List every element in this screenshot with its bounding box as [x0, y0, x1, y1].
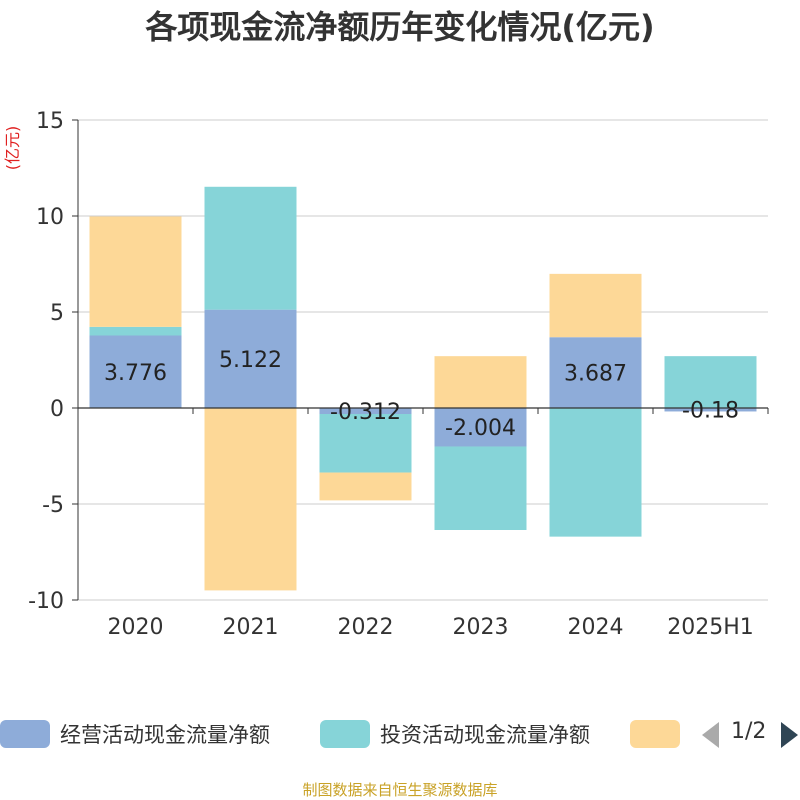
- y-tick-label: -5: [42, 493, 64, 518]
- bar-2-2025H1: [664, 356, 757, 408]
- x-tick-label: 2022: [338, 615, 394, 640]
- legend-swatch-third-series: [630, 720, 680, 748]
- x-tick-label: 2025H1: [667, 615, 754, 640]
- legend-swatch-operating: [0, 720, 50, 748]
- bar-1-2020: [89, 335, 182, 408]
- data-label-2021: 5.122: [219, 348, 282, 373]
- legend-swatch-investing: [320, 720, 370, 748]
- bar-3-2022: [319, 472, 412, 501]
- bar-2-2022: [319, 413, 412, 473]
- pager-page-indicator: 1/2: [731, 719, 767, 744]
- y-tick-label: 15: [36, 109, 64, 134]
- bar-3-2024: [549, 273, 642, 338]
- legend-label-operating: 经营活动现金流量净额: [60, 723, 270, 747]
- bar-2-2021: [204, 186, 297, 310]
- legend-item-investing[interactable]: 投资活动现金流量净额: [320, 718, 590, 750]
- data-label-2023: -2.004: [445, 416, 516, 441]
- legend-label-investing: 投资活动现金流量净额: [380, 723, 590, 747]
- data-label-2022: -0.312: [330, 400, 401, 425]
- y-tick-label: 10: [36, 205, 64, 230]
- bar-1-2022: [319, 408, 412, 414]
- data-labels: 3.776 5.122 -0.312 -2.004 3.687 -0.18: [104, 348, 739, 441]
- x-tick-label: 2020: [108, 615, 164, 640]
- legend-pager: 1/2: [700, 718, 800, 750]
- x-tick-label: 2024: [568, 615, 624, 640]
- grid-lines: [78, 119, 768, 601]
- y-unit-label: (亿元): [3, 126, 22, 171]
- bar-3-2020: [89, 216, 182, 327]
- bar-1-2021: [204, 309, 297, 408]
- bar-2-2024: [549, 408, 642, 537]
- y-tick-label: -10: [28, 589, 64, 614]
- data-label-2024: 3.687: [564, 362, 627, 387]
- y-tick-label: 5: [50, 301, 64, 326]
- y-tick-label: 0: [50, 397, 64, 422]
- bar-2-2020: [89, 326, 182, 336]
- legend-item-operating[interactable]: 经营活动现金流量净额: [0, 718, 270, 750]
- bar-1-2023: [434, 408, 527, 447]
- data-label-2025H1: -0.18: [682, 399, 739, 424]
- pager-next-icon[interactable]: [781, 722, 798, 748]
- pager-prev-icon[interactable]: [702, 722, 719, 748]
- bar-1-2025H1: [664, 408, 757, 412]
- bar-2-2023: [434, 446, 527, 530]
- data-label-2020: 3.776: [104, 361, 167, 386]
- chart-title: 各项现金流净额历年变化情况(亿元): [145, 8, 655, 46]
- bars: [89, 186, 757, 591]
- bar-3-2021: [204, 408, 297, 591]
- axes: -10 -5 0 5 10 15 2020 2021 2022 2023 2024 2025H1: [28, 109, 769, 640]
- x-tick-label: 2021: [223, 615, 279, 640]
- x-tick-label: 2023: [453, 615, 509, 640]
- bar-1-2024: [549, 337, 642, 408]
- legend-item-third-series[interactable]: [630, 718, 680, 750]
- bar-3-2023: [434, 356, 527, 408]
- source-note: 制图数据来自恒生聚源数据库: [302, 781, 498, 799]
